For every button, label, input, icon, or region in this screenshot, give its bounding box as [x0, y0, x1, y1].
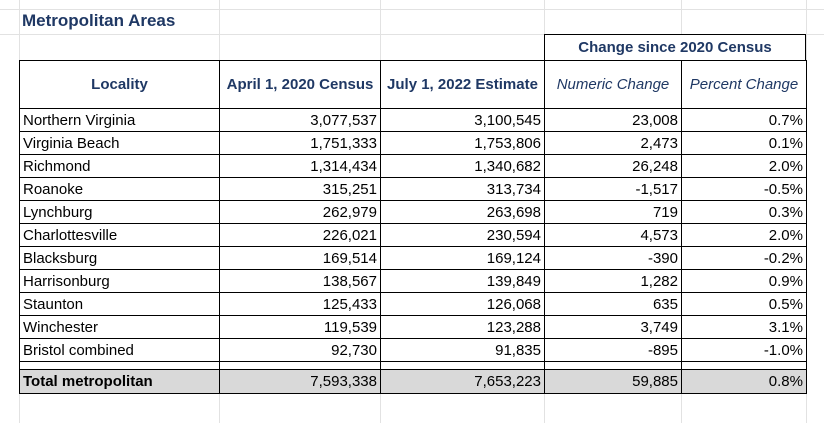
cell-estimate-2022[interactable]: 169,124 — [380, 246, 545, 270]
cell-numeric-change[interactable]: 635 — [544, 292, 682, 316]
table-row: Lynchburg 262,979 263,698 719 0.3% — [19, 200, 807, 224]
cell-estimate-2022[interactable]: 1,753,806 — [380, 131, 545, 155]
cell-numeric-change[interactable]: 1,282 — [544, 269, 682, 293]
cell-numeric-change[interactable]: 4,573 — [544, 223, 682, 247]
table-row: Bristol combined 92,730 91,835 -895 -1.0% — [19, 338, 807, 362]
cell-locality[interactable]: Staunton — [19, 292, 220, 316]
table-row: Blacksburg 169,514 169,124 -390 -0.2% — [19, 246, 807, 270]
table-row: Virginia Beach 1,751,333 1,753,806 2,473 0.1… — [19, 131, 807, 155]
table-row: Harrisonburg 138,567 139,849 1,282 0.9% — [19, 269, 807, 293]
cell-numeric-change[interactable]: 3,749 — [544, 315, 682, 339]
total-cell-census-2020[interactable]: 7,593,338 — [219, 369, 381, 394]
header-numeric-change[interactable]: Numeric Change — [544, 60, 682, 109]
total-cell-numeric-change[interactable]: 59,885 — [544, 369, 682, 394]
cell-census-2020[interactable]: 315,251 — [219, 177, 381, 201]
cell-numeric-change[interactable]: -1,517 — [544, 177, 682, 201]
total-row: Total metropolitan 7,593,338 7,653,223 59,8… — [19, 369, 807, 394]
cell-census-2020[interactable]: 119,539 — [219, 315, 381, 339]
table-row: Charlottesville 226,021 230,594 4,573 2.0% — [19, 223, 807, 247]
cell-estimate-2022[interactable]: 139,849 — [380, 269, 545, 293]
cell-locality[interactable]: Blacksburg — [19, 246, 220, 270]
total-cell-locality[interactable]: Total metropolitan — [19, 369, 220, 394]
cell-percent-change[interactable]: 0.7% — [681, 108, 807, 132]
cell-numeric-change[interactable]: 2,473 — [544, 131, 682, 155]
cell-locality[interactable]: Richmond — [19, 154, 220, 178]
cell-percent-change[interactable]: 0.1% — [681, 131, 807, 155]
cell-estimate-2022[interactable]: 123,288 — [380, 315, 545, 339]
cell-census-2020[interactable]: 1,314,434 — [219, 154, 381, 178]
total-cell-estimate-2022[interactable]: 7,653,223 — [380, 369, 545, 394]
cell-percent-change[interactable]: -1.0% — [681, 338, 807, 362]
cell-locality[interactable]: Harrisonburg — [19, 269, 220, 293]
cell-estimate-2022[interactable]: 230,594 — [380, 223, 545, 247]
header-row: Locality April 1, 2020 Census July 1, 20… — [19, 60, 807, 109]
cell-numeric-change[interactable]: 719 — [544, 200, 682, 224]
cell-numeric-change[interactable]: 23,008 — [544, 108, 682, 132]
spacer-cell[interactable] — [380, 361, 545, 370]
cell-census-2020[interactable]: 169,514 — [219, 246, 381, 270]
table-row: Staunton 125,433 126,068 635 0.5% — [19, 292, 807, 316]
cell-locality[interactable]: Lynchburg — [19, 200, 220, 224]
cell-census-2020[interactable]: 138,567 — [219, 269, 381, 293]
cell-census-2020[interactable]: 92,730 — [219, 338, 381, 362]
cell-locality[interactable]: Virginia Beach — [19, 131, 220, 155]
cell-percent-change[interactable]: 0.3% — [681, 200, 807, 224]
cell-census-2020[interactable]: 3,077,537 — [219, 108, 381, 132]
cell-locality[interactable]: Northern Virginia — [19, 108, 220, 132]
cell-census-2020[interactable]: 262,979 — [219, 200, 381, 224]
cell-census-2020[interactable]: 226,021 — [219, 223, 381, 247]
cell-census-2020[interactable]: 125,433 — [219, 292, 381, 316]
cell-locality[interactable]: Roanoke — [19, 177, 220, 201]
metro-table: Locality April 1, 2020 Census July 1, 20… — [19, 60, 807, 394]
table-row: Richmond 1,314,434 1,340,682 26,248 2.0% — [19, 154, 807, 178]
spacer-row — [19, 361, 807, 370]
spacer-cell[interactable] — [681, 361, 807, 370]
table-row: Winchester 119,539 123,288 3,749 3.1% — [19, 315, 807, 339]
cell-estimate-2022[interactable]: 1,340,682 — [380, 154, 545, 178]
spacer-cell[interactable] — [544, 361, 682, 370]
cell-percent-change[interactable]: 2.0% — [681, 154, 807, 178]
cell-percent-change[interactable]: -0.2% — [681, 246, 807, 270]
cell-percent-change[interactable]: 2.0% — [681, 223, 807, 247]
header-percent-change[interactable]: Percent Change — [681, 60, 807, 109]
cell-percent-change[interactable]: -0.5% — [681, 177, 807, 201]
cell-percent-change[interactable]: 3.1% — [681, 315, 807, 339]
cell-estimate-2022[interactable]: 313,734 — [380, 177, 545, 201]
header-locality[interactable]: Locality — [19, 60, 220, 109]
cell-estimate-2022[interactable]: 263,698 — [380, 200, 545, 224]
spacer-cell[interactable] — [19, 361, 220, 370]
total-cell-percent-change[interactable]: 0.8% — [681, 369, 807, 394]
sheet-title: Metropolitan Areas — [22, 11, 176, 30]
cell-locality[interactable]: Charlottesville — [19, 223, 220, 247]
cell-census-2020[interactable]: 1,751,333 — [219, 131, 381, 155]
spacer-cell[interactable] — [219, 361, 381, 370]
cell-estimate-2022[interactable]: 91,835 — [380, 338, 545, 362]
cell-locality[interactable]: Bristol combined — [19, 338, 220, 362]
cell-estimate-2022[interactable]: 126,068 — [380, 292, 545, 316]
cell-percent-change[interactable]: 0.5% — [681, 292, 807, 316]
cell-numeric-change[interactable]: -895 — [544, 338, 682, 362]
cell-percent-change[interactable]: 0.9% — [681, 269, 807, 293]
header-census-2020[interactable]: April 1, 2020 Census — [219, 60, 381, 109]
cell-estimate-2022[interactable]: 3,100,545 — [380, 108, 545, 132]
cell-numeric-change[interactable]: -390 — [544, 246, 682, 270]
header-estimate-2022[interactable]: July 1, 2022 Estimate — [380, 60, 545, 109]
change-group-header[interactable]: Change since 2020 Census — [544, 34, 806, 60]
cell-numeric-change[interactable]: 26,248 — [544, 154, 682, 178]
cell-locality[interactable]: Winchester — [19, 315, 220, 339]
table-row: Roanoke 315,251 313,734 -1,517 -0.5% — [19, 177, 807, 201]
table-row: Northern Virginia 3,077,537 3,100,545 23,00… — [19, 108, 807, 132]
